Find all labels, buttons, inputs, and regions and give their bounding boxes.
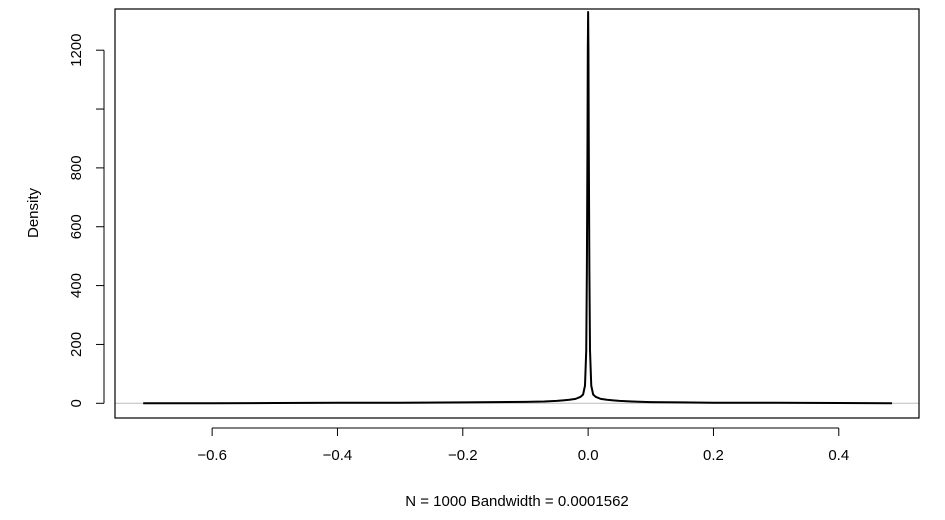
- x-axis: −0.6 −0.4 −0.2 0.0 0.2 0.4: [197, 427, 849, 464]
- y-axis-label: Density: [25, 187, 42, 238]
- y-tick-label: 0: [68, 399, 85, 407]
- x-tick-label: 0.0: [578, 447, 599, 464]
- y-tick-label: 400: [68, 273, 85, 298]
- x-tick-label: 0.4: [828, 447, 849, 464]
- plot-frame: [114, 8, 920, 419]
- x-tick-label: −0.4: [323, 447, 353, 464]
- y-tick-label: 600: [68, 214, 85, 239]
- x-tick-label: −0.2: [448, 447, 478, 464]
- x-axis-label: N = 1000 Bandwidth = 0.0001562: [405, 493, 629, 510]
- y-axis: 0 200 400 600 800 1200: [68, 34, 105, 407]
- y-tick-label: 200: [68, 332, 85, 357]
- x-tick-label: −0.6: [197, 447, 227, 464]
- y-tick-label: 1200: [68, 34, 85, 67]
- y-tick-label: 800: [68, 155, 85, 180]
- density-curve: [143, 10, 893, 405]
- x-tick-label: 0.2: [703, 447, 724, 464]
